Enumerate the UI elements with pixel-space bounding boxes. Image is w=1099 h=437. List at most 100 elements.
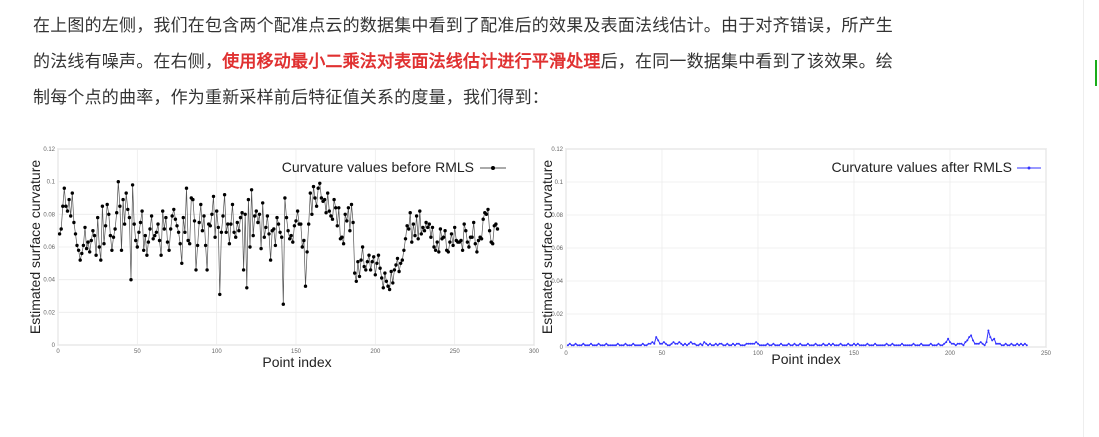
data-point — [830, 344, 832, 347]
data-point — [94, 253, 98, 257]
data-point — [460, 248, 465, 252]
data-point — [194, 268, 198, 272]
data-point — [593, 344, 596, 347]
data-point — [122, 222, 127, 226]
data-point — [334, 206, 338, 210]
data-point — [943, 342, 946, 345]
data-point — [159, 253, 163, 257]
data-point — [680, 342, 683, 345]
data-point — [789, 344, 792, 347]
data-point — [878, 344, 880, 347]
data-point — [929, 342, 932, 345]
y-tick-label: 0 — [52, 343, 56, 349]
data-point — [229, 222, 233, 226]
grid-lines — [57, 148, 535, 346]
data-point — [770, 344, 773, 347]
data-point — [397, 269, 401, 274]
data-point — [205, 268, 209, 272]
data-point — [914, 344, 917, 347]
x-tick-label: 50 — [659, 351, 666, 357]
x-axis-label: Point index — [262, 354, 331, 370]
data-point — [115, 211, 119, 215]
data-point — [172, 207, 176, 212]
data-point — [628, 344, 631, 347]
data-point — [422, 229, 427, 233]
data-point — [651, 341, 654, 344]
data-point — [728, 344, 731, 347]
data-point — [582, 342, 585, 345]
data-point — [80, 251, 84, 256]
data-point — [1000, 344, 1003, 347]
data-point — [962, 344, 965, 347]
legend-marker — [1027, 166, 1031, 170]
data-point — [879, 344, 882, 347]
x-tick-label: 200 — [945, 351, 956, 357]
data-point — [630, 344, 633, 347]
x-tick-label: 0 — [56, 349, 60, 355]
data-point — [188, 242, 192, 246]
legend-label: Curvature values before RMLS — [282, 159, 474, 175]
data-point — [110, 248, 114, 252]
data-point — [691, 342, 694, 345]
data-point — [143, 233, 147, 238]
data-point — [705, 342, 708, 345]
data-point — [826, 344, 829, 347]
data-point — [135, 245, 139, 249]
data-point — [86, 240, 90, 244]
data-point — [570, 344, 573, 347]
data-point — [391, 281, 395, 285]
x-axis-ticks: 0 50 100 150 200 250 300 — [56, 349, 539, 355]
data-point — [145, 253, 149, 257]
data-point — [419, 232, 423, 236]
data-point — [475, 250, 479, 254]
data-point — [337, 206, 341, 210]
data-point — [384, 279, 389, 283]
data-point — [872, 344, 875, 347]
data-point — [149, 214, 154, 218]
data-point — [330, 217, 335, 221]
data-point — [989, 336, 992, 339]
data-point — [574, 342, 577, 345]
data-point — [981, 342, 984, 345]
data-point — [755, 341, 758, 344]
data-point — [473, 242, 477, 246]
data-point — [346, 206, 351, 210]
data-point — [426, 225, 430, 230]
data-point — [724, 344, 727, 347]
data-point — [1008, 344, 1011, 347]
data-point — [437, 250, 441, 254]
data-point — [126, 207, 130, 212]
data-point — [841, 344, 844, 347]
data-point — [265, 214, 270, 218]
data-point — [707, 344, 710, 347]
data-point — [495, 227, 500, 231]
data-point — [732, 342, 734, 345]
data-point — [747, 342, 750, 345]
data-point — [402, 248, 406, 252]
data-point — [237, 229, 241, 233]
data-point — [618, 344, 621, 347]
data-point — [647, 342, 650, 345]
data-point — [837, 344, 840, 347]
data-point — [307, 222, 311, 226]
data-point — [215, 209, 219, 213]
data-point — [91, 229, 95, 233]
paragraph-line-3: 制每个点的曲率，作为重新采样前后特征值关系的度量，我们得到： — [33, 88, 549, 108]
data-point — [774, 344, 777, 347]
data-point — [758, 344, 761, 347]
data-point — [718, 342, 721, 345]
data-point — [939, 344, 942, 347]
data-point — [153, 233, 157, 238]
data-point — [814, 342, 817, 345]
article-body: 在上图的左侧，我们在包含两个配准点云的数据集中看到了配准后的效果及表面法线估计。… — [33, 8, 1063, 116]
data-point — [622, 344, 625, 347]
data-point — [178, 242, 182, 246]
data-point — [889, 344, 892, 347]
data-point — [281, 302, 285, 306]
data-point — [370, 260, 374, 264]
data-point — [360, 245, 365, 249]
data-point — [438, 227, 443, 231]
data-point — [595, 344, 598, 347]
data-point — [429, 235, 433, 239]
data-point — [626, 344, 629, 347]
